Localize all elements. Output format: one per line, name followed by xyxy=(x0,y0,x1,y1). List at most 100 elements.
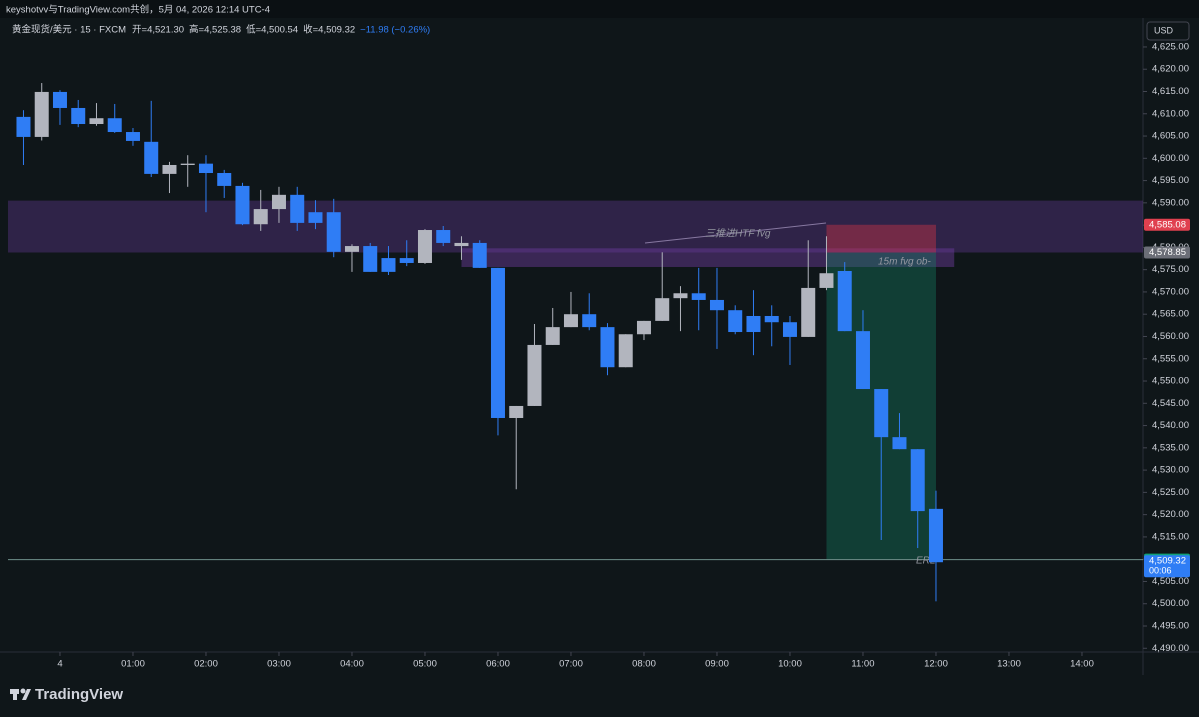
y-tick-label: 4,545.00 xyxy=(1152,398,1189,409)
candle-body xyxy=(16,116,31,137)
candle-body xyxy=(344,246,359,252)
y-tick-label: 4,530.00 xyxy=(1152,465,1189,476)
legend-value: 收=4,509.32 xyxy=(303,24,355,36)
y-tick-label: 4,495.00 xyxy=(1152,621,1189,632)
candle-body xyxy=(326,212,341,252)
price-label: 4,585.08 xyxy=(1149,219,1186,230)
y-tick-label: 4,625.00 xyxy=(1152,41,1189,52)
candle-body xyxy=(746,315,761,333)
legend-symbol: 黄金现货/美元 · 15 · FXCM xyxy=(12,24,126,36)
candle-body xyxy=(417,230,432,263)
currency-box[interactable] xyxy=(1146,21,1190,41)
candle-body xyxy=(180,163,195,165)
x-tick-label: 12:00 xyxy=(924,659,948,670)
candle-body xyxy=(728,310,743,333)
y-tick-label: 4,490.00 xyxy=(1152,643,1189,654)
price-label: 4,578.85 xyxy=(1149,247,1186,258)
candle-body xyxy=(472,242,487,268)
candle-body xyxy=(910,449,925,512)
x-tick-label: 07:00 xyxy=(559,659,583,670)
candle-body xyxy=(509,405,524,418)
candle-body xyxy=(618,334,633,368)
candle-body xyxy=(363,246,378,272)
candle-body xyxy=(436,230,451,243)
candle-body xyxy=(162,164,177,174)
brand: TradingView xyxy=(35,686,123,703)
candle-body xyxy=(253,209,268,225)
candle-body xyxy=(490,267,505,418)
candle-body xyxy=(271,194,286,210)
x-tick-label: 08:00 xyxy=(632,659,656,670)
y-tick-label: 4,540.00 xyxy=(1152,420,1189,431)
candle-body xyxy=(89,118,104,125)
y-tick-label: 4,575.00 xyxy=(1152,264,1189,275)
candle-body xyxy=(600,327,615,368)
candle-body xyxy=(691,293,706,300)
candle-body xyxy=(454,242,469,247)
x-tick-label: 10:00 xyxy=(778,659,802,670)
candle-body xyxy=(34,91,49,137)
currency: USD xyxy=(1154,25,1174,35)
candle-body xyxy=(928,508,943,563)
legend-value: 开=4,521.30 xyxy=(132,25,184,36)
y-tick-label: 4,605.00 xyxy=(1152,131,1189,142)
candle-body xyxy=(764,315,779,323)
y-tick-label: 4,500.00 xyxy=(1152,598,1189,609)
candle-body xyxy=(636,320,651,335)
y-tick-label: 4,535.00 xyxy=(1152,442,1189,453)
y-tick-label: 4,615.00 xyxy=(1152,86,1189,97)
candle-body xyxy=(125,132,140,141)
candle-body xyxy=(563,314,578,328)
x-tick-label: 4 xyxy=(57,659,62,670)
x-tick-label: 02:00 xyxy=(194,659,218,670)
candle-body xyxy=(71,107,86,125)
candle-body xyxy=(381,258,396,272)
y-tick-label: 4,560.00 xyxy=(1152,331,1189,342)
candle-body xyxy=(855,331,870,390)
annotation: 15m fvg ob- xyxy=(878,257,931,268)
top-bar xyxy=(0,0,1199,18)
logo xyxy=(10,688,31,700)
x-tick-label: 06:00 xyxy=(486,659,510,670)
candle-body xyxy=(892,437,907,450)
y-tick-label: 4,610.00 xyxy=(1152,108,1189,119)
y-tick-label: 4,620.00 xyxy=(1152,64,1189,75)
legend-value: 高=4,525.38 xyxy=(189,24,241,36)
candle-body xyxy=(837,271,852,332)
y-tick-label: 4,550.00 xyxy=(1152,376,1189,387)
legend-value: 低=4,500.54 xyxy=(246,24,298,36)
x-tick-label: 01:00 xyxy=(121,659,145,670)
x-tick-label: 13:00 xyxy=(997,659,1021,670)
candle-body xyxy=(673,293,688,299)
y-tick-label: 4,505.00 xyxy=(1152,576,1189,587)
candle-body xyxy=(582,314,597,328)
annotation: ERL xyxy=(916,556,935,567)
candle-body xyxy=(545,327,560,345)
candle-body xyxy=(819,273,834,288)
candle-body xyxy=(198,163,213,174)
zone xyxy=(826,224,936,253)
y-tick-label: 4,600.00 xyxy=(1152,153,1189,164)
price-label-box xyxy=(1144,218,1190,231)
trend-line xyxy=(644,222,827,244)
candle-body xyxy=(107,118,122,133)
price-label: 4,509.32 xyxy=(1149,556,1186,567)
y-tick-label: 4,515.00 xyxy=(1152,531,1189,542)
x-tick-label: 05:00 xyxy=(413,659,437,670)
plot: 黄金现货/美元 · 15 · FXCM 开=4,521.30 高=4,525.38 低… xyxy=(8,24,1190,670)
price-label-box xyxy=(1144,246,1190,259)
y-tick-label: 4,520.00 xyxy=(1152,509,1189,520)
y-tick-label: 4,570.00 xyxy=(1152,286,1189,297)
legend-value: −11.98 (−0.26%) xyxy=(360,25,430,36)
candle-body xyxy=(874,389,889,438)
x-tick-label: 11:00 xyxy=(851,659,874,670)
page-title: keyshotvv与TradingView.com共创，5月 04, 2026 … xyxy=(6,4,270,16)
zone xyxy=(461,248,955,267)
x-tick-label: 03:00 xyxy=(267,659,291,670)
candle-body xyxy=(709,299,724,311)
candle-body xyxy=(655,298,670,321)
candle-body xyxy=(144,141,159,174)
